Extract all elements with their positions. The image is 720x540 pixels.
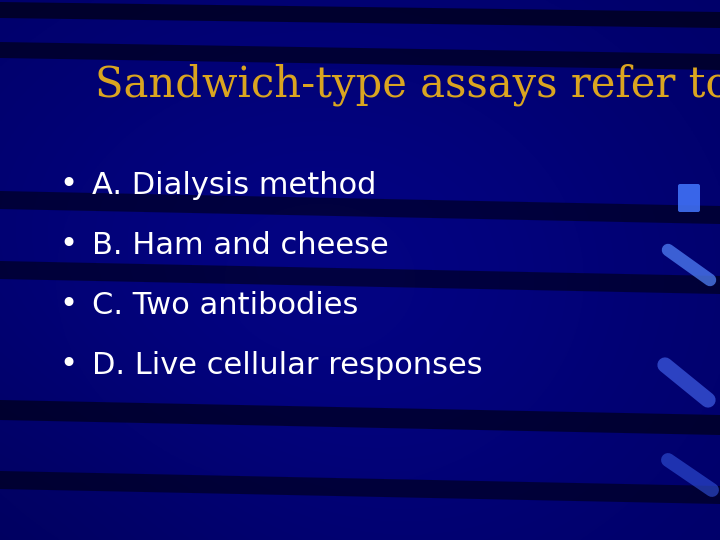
Text: A. Dialysis method: A. Dialysis method bbox=[92, 171, 377, 199]
Text: D. Live cellular responses: D. Live cellular responses bbox=[92, 350, 482, 380]
Text: •: • bbox=[59, 231, 77, 260]
Text: •: • bbox=[59, 350, 77, 380]
Text: •: • bbox=[59, 171, 77, 199]
Text: B. Ham and cheese: B. Ham and cheese bbox=[92, 231, 389, 260]
Text: C. Two antibodies: C. Two antibodies bbox=[92, 291, 359, 320]
Text: Sandwich-type assays refer to:: Sandwich-type assays refer to: bbox=[95, 64, 720, 106]
Text: •: • bbox=[59, 291, 77, 320]
FancyBboxPatch shape bbox=[678, 184, 700, 212]
